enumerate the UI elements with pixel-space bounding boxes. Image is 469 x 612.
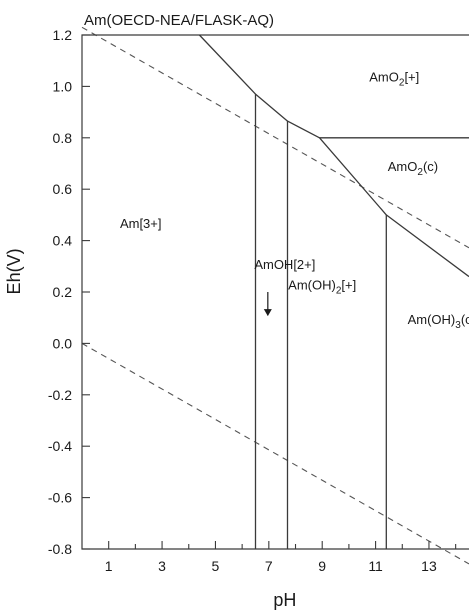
region-label: Am[3+] xyxy=(120,216,162,231)
x-tick-label: 9 xyxy=(318,558,326,574)
region-label: AmO2[+] xyxy=(369,69,419,88)
region-label: Am(OH)3(c xyxy=(408,312,469,331)
x-tick-label: 5 xyxy=(212,558,220,574)
y-tick-label: 0.4 xyxy=(53,233,73,249)
y-tick-label: 0.0 xyxy=(53,335,73,351)
boundary-line-1 xyxy=(198,34,469,278)
y-tick-label: 0.8 xyxy=(53,130,73,146)
phase-boundaries xyxy=(198,34,469,549)
arrow-annotation xyxy=(263,292,272,317)
x-tick-label: 11 xyxy=(368,558,383,574)
plot-frame xyxy=(81,34,469,550)
x-tick-label: 7 xyxy=(265,558,273,574)
region-label: Am(OH)2[+] xyxy=(288,277,356,296)
region-label: AmOH[2+] xyxy=(254,257,315,272)
y-tick-label: -0.6 xyxy=(48,490,72,506)
y-tick-label: -0.4 xyxy=(48,438,72,454)
y-tick-label: 0.2 xyxy=(53,284,73,300)
x-tick-label: 13 xyxy=(421,558,437,574)
y-tick-label: -0.8 xyxy=(48,541,72,557)
oxygen-line xyxy=(81,26,469,249)
region-label: AmO2(c) xyxy=(388,159,438,178)
y-tick-label: 1.0 xyxy=(53,78,73,94)
x-axis-ticks: 1 3 5 7 9 11 13 xyxy=(105,541,457,574)
y-tick-label: 1.2 xyxy=(53,27,73,43)
y-tick-label: 0.6 xyxy=(53,181,73,197)
x-axis-title: pH xyxy=(273,590,296,610)
x-tick-label: 3 xyxy=(158,558,166,574)
water-stability-lines xyxy=(81,26,469,565)
hydrogen-line xyxy=(81,342,469,565)
y-tick-label: -0.2 xyxy=(48,387,72,403)
arrow-head xyxy=(263,309,272,317)
x-tick-label: 1 xyxy=(105,558,113,574)
chart-title: Am(OECD-NEA/FLASK-AQ) xyxy=(84,12,274,29)
y-axis-title: Eh(V) xyxy=(4,248,24,294)
region-labels: Am[3+] AmOH[2+] Am(OH)2[+] AmO2[+] AmO2(c) Am… xyxy=(120,69,469,331)
y-axis-ticks: 1.2 1.0 0.8 0.6 0.4 0.2 0.0 -0.2 -0.4 -0.6 -0.8 xyxy=(48,27,90,557)
